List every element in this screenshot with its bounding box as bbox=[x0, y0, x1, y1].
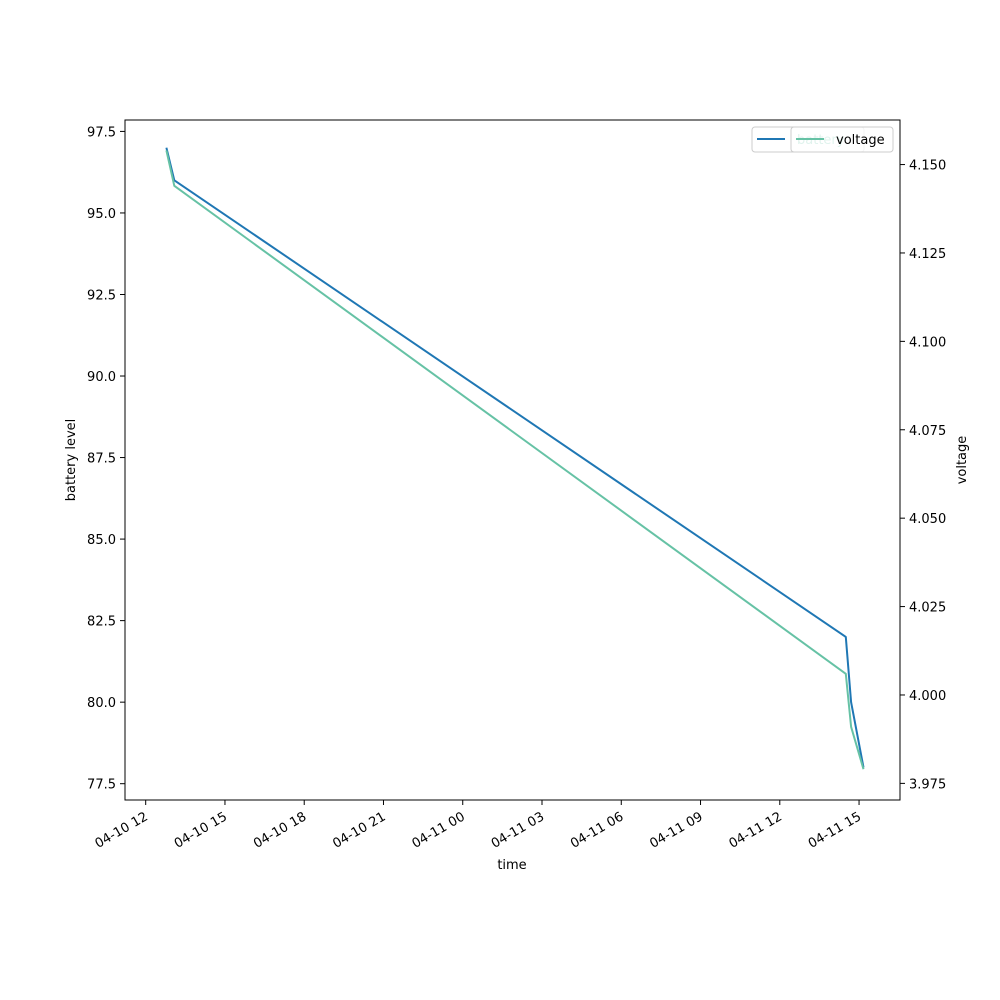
y-tick-label: 82.5 bbox=[87, 615, 116, 630]
x-axis-label: time bbox=[497, 858, 526, 873]
y-right-tick-label: 4.075 bbox=[909, 424, 946, 439]
y-tick-label: 80.0 bbox=[87, 696, 116, 711]
y-axis-label: battery level bbox=[64, 419, 79, 502]
y-tick-label: 77.5 bbox=[87, 778, 116, 793]
y-tick-label: 97.5 bbox=[87, 125, 116, 140]
y-right-tick-label: 4.050 bbox=[909, 512, 946, 527]
y-tick-label: 85.0 bbox=[87, 533, 116, 548]
y-right-tick-label: 4.000 bbox=[909, 689, 946, 704]
y-right-tick-label: 4.025 bbox=[909, 601, 946, 616]
y-axis-right: 3.975 4.000 4.025 4.050 4.075 4.100 4.125 4.150 bbox=[900, 159, 946, 792]
y-tick-label: 90.0 bbox=[87, 370, 116, 385]
legend-voltage: voltage bbox=[790, 126, 894, 153]
y-right-tick-label: 4.125 bbox=[909, 247, 946, 262]
plot-frame bbox=[124, 119, 901, 801]
y-right-tick-label: 4.100 bbox=[909, 335, 946, 350]
y-right-tick-label: 3.975 bbox=[909, 777, 946, 792]
y-axis-left: 77.5 80.0 82.5 85.0 87.5 90.0 92.5 95.0 97.5 bbox=[87, 125, 125, 793]
legend-box bbox=[790, 126, 894, 153]
y-axis-right-label: voltage bbox=[955, 436, 970, 485]
y-right-tick-label: 4.150 bbox=[909, 159, 946, 174]
y-tick-label: 87.5 bbox=[87, 452, 116, 467]
y-tick-label: 95.0 bbox=[87, 207, 116, 222]
series-layer bbox=[165, 147, 865, 770]
y-tick-label: 92.5 bbox=[87, 288, 116, 303]
legend-label-voltage: voltage bbox=[836, 133, 885, 148]
series-line-voltage bbox=[165, 150, 865, 770]
